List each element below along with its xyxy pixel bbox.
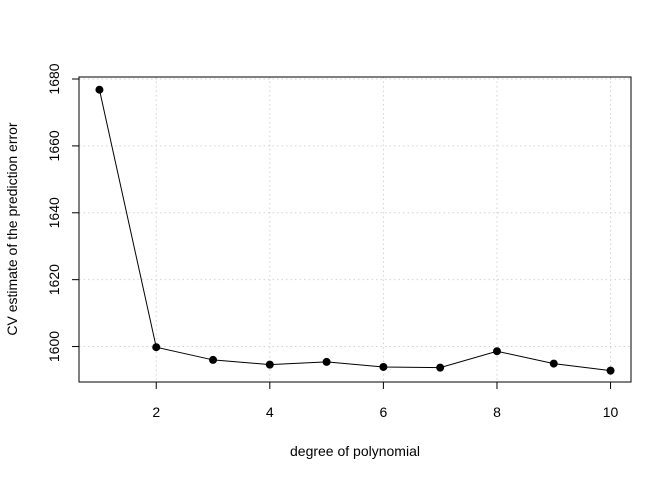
data-point-degree-2: [152, 343, 161, 352]
data-point-degree-3: [209, 355, 218, 364]
x-tick-label-8: 8: [493, 404, 501, 420]
data-point-degree-8: [492, 347, 501, 356]
data-point-degree-7: [436, 363, 445, 372]
data-point-degree-4: [265, 360, 274, 369]
data-point-degree-9: [549, 359, 558, 368]
plot-area-border: [78, 76, 632, 383]
y-tick-label-1680: 1680: [46, 63, 62, 94]
series-line-0: [98, 89, 611, 372]
x-tick-label-10: 10: [603, 404, 619, 420]
data-point-degree-1: [95, 85, 104, 94]
y-tick-label-1660: 1660: [46, 130, 62, 161]
data-point-degree-5: [322, 357, 331, 366]
y-axis-title: CV estimate of the prediction error: [4, 122, 20, 336]
y-tick-label-1600: 1600: [46, 331, 62, 362]
x-axis: 2 4 6 8 10: [152, 381, 619, 420]
x-tick-label-4: 4: [266, 404, 274, 420]
x-tick-label-2: 2: [152, 404, 160, 420]
y-axis: 1600 1620 1640 1660 1680: [46, 63, 80, 362]
x-axis-title: degree of polynomial: [290, 443, 420, 459]
x-tick-label-6: 6: [379, 404, 387, 420]
data-point-degree-10: [606, 366, 615, 375]
grid: [79, 77, 631, 382]
y-tick-label-1640: 1640: [46, 197, 62, 228]
series: [95, 85, 615, 375]
y-tick-label-1620: 1620: [46, 264, 62, 295]
data-point-degree-6: [379, 362, 388, 371]
